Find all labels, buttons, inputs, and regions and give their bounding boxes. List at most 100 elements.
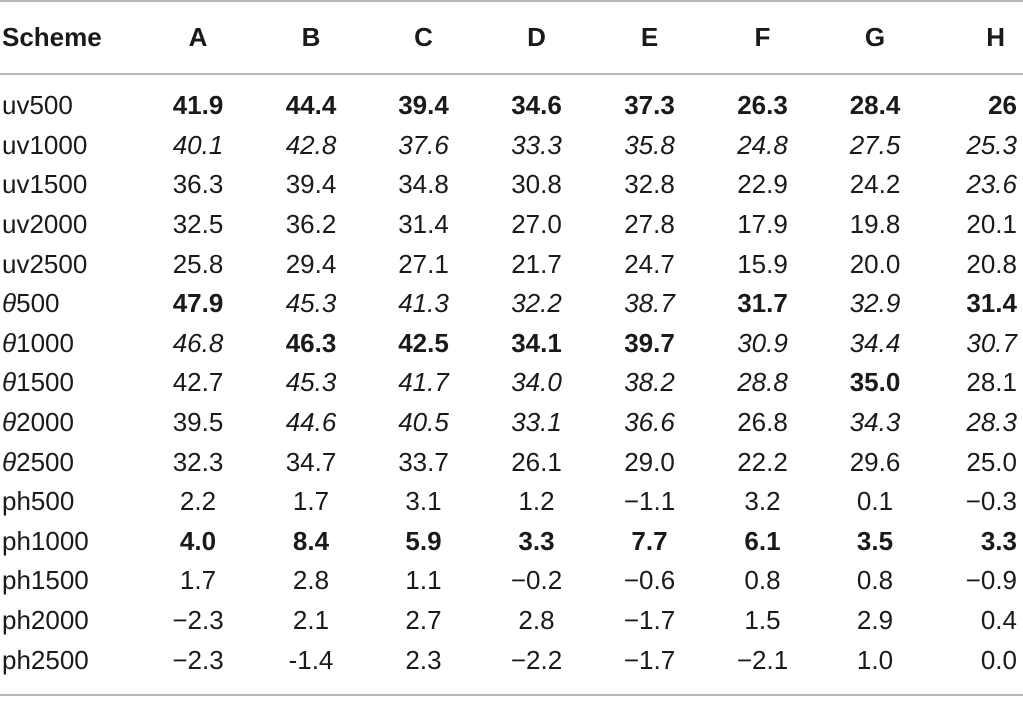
table-cell: 41.3 — [398, 288, 449, 319]
table-cell: 39.4 — [285, 169, 337, 200]
row-label: θ500 — [2, 288, 60, 319]
table-cell: 3.3 — [518, 525, 555, 556]
table-cell: 42.8 — [285, 129, 337, 160]
table-cell: 34.7 — [285, 446, 337, 477]
table-cell: 41.7 — [398, 367, 449, 398]
table-cell: 1.7 — [292, 486, 330, 517]
header-cell-a: A — [188, 21, 208, 52]
table-cell: 2.1 — [292, 605, 330, 636]
table-cell: −2.1 — [736, 644, 789, 675]
table-cell: 35.8 — [624, 129, 675, 160]
table-cell: 2.2 — [179, 486, 217, 517]
table-cell: 34.0 — [511, 367, 562, 398]
table-cell: 45.3 — [285, 288, 337, 319]
table-cell: −0.9 — [965, 565, 1017, 596]
table-cell: -1.4 — [288, 644, 334, 675]
table-cell: 17.9 — [737, 209, 788, 240]
table-cell: 34.1 — [511, 327, 562, 358]
row-label: ph2500 — [2, 644, 89, 675]
table-cell: 19.8 — [849, 209, 901, 240]
row-label: ph1500 — [2, 565, 89, 596]
table-cell: 27.5 — [849, 129, 901, 160]
table-cell: 2.9 — [856, 605, 894, 636]
table-row: θ2500 32.3 34.7 33.7 26.1 29.0 22.2 29.6 25.0 — [0, 442, 1023, 482]
table-cell: −1.7 — [623, 605, 676, 636]
table-row: ph1000 4.0 8.4 5.9 3.3 7.7 6.1 3.5 3.3 — [0, 522, 1023, 562]
table-row: ph2000 −2.3 2.1 2.7 2.8 −1.7 1.5 2.9 0.4 — [0, 601, 1023, 641]
table-cell: 2.8 — [292, 565, 330, 596]
row-label: uv1500 — [2, 169, 88, 200]
table-cell: −0.2 — [510, 565, 563, 596]
header-cell-d: D — [527, 21, 546, 52]
table-cell: 20.0 — [849, 248, 901, 279]
table-cell: 25.8 — [172, 248, 224, 279]
table-cell: 39.7 — [624, 327, 675, 358]
table-cell: 26.8 — [737, 407, 788, 438]
table-cell: 34.6 — [511, 90, 562, 121]
header-cell-b: B — [301, 21, 321, 52]
row-label: ph2000 — [2, 605, 89, 636]
table-cell: 28.8 — [737, 367, 788, 398]
table-header: Scheme A B C D E F G H — [0, 0, 1023, 74]
table-cell: 36.2 — [285, 209, 337, 240]
row-label: ph500 — [2, 486, 75, 517]
table-cell: 33.3 — [511, 129, 562, 160]
table-cell: 5.9 — [405, 525, 442, 556]
table-cell: 30.7 — [966, 327, 1017, 358]
table-cell: 46.3 — [285, 327, 337, 358]
table-cell: 32.5 — [172, 209, 224, 240]
table-cell: 47.9 — [172, 288, 224, 319]
table-cell: 31.4 — [966, 288, 1017, 319]
table-cell: 36.6 — [624, 407, 675, 438]
table-cell: 0.8 — [744, 565, 781, 596]
table-cell: 23.6 — [966, 169, 1017, 200]
table-cell: 24.7 — [624, 248, 675, 279]
table-cell: 24.8 — [737, 129, 788, 160]
table-row: uv2000 32.5 36.2 31.4 27.0 27.8 17.9 19.8 20.1 — [0, 205, 1023, 245]
table-cell: 37.3 — [624, 90, 675, 121]
table-cell: 29.4 — [285, 248, 337, 279]
table-cell: 28.3 — [966, 407, 1017, 438]
table-top-rule — [0, 0, 1023, 2]
results-table: Scheme A B C D E F G H uv500 41.9 44.4 39.4 34.6 37.3… — [0, 0, 1023, 680]
header-row: Scheme A B C D E F G H — [0, 0, 1023, 74]
table-row: θ500 47.9 45.3 41.3 32.2 38.7 31.7 32.9 31.4 — [0, 284, 1023, 324]
table-cell: 34.4 — [849, 327, 901, 358]
table-cell: 39.5 — [172, 407, 224, 438]
table-row: ph500 2.2 1.7 3.1 1.2 −1.1 3.2 0.1 −0.3 — [0, 482, 1023, 522]
table-cell: 2.7 — [405, 605, 442, 636]
row-label: θ2000 — [2, 407, 74, 438]
table-cell: 46.8 — [172, 327, 224, 358]
table-cell: 8.4 — [292, 525, 330, 556]
header-cell-e: E — [640, 21, 659, 52]
table-cell: 45.3 — [285, 367, 337, 398]
table-cell: 44.6 — [285, 407, 337, 438]
table-cell: 40.1 — [172, 129, 224, 160]
row-label: θ1500 — [2, 367, 74, 398]
table-cell: 22.2 — [737, 446, 788, 477]
table-cell: 1.5 — [744, 605, 781, 636]
row-label: ph1000 — [2, 525, 89, 556]
header-cell-scheme: Scheme — [2, 21, 102, 52]
table-cell: 35.0 — [849, 367, 901, 398]
row-label: uv2500 — [2, 248, 88, 279]
table-cell: 27.1 — [398, 248, 449, 279]
header-cell-g: G — [864, 21, 886, 52]
table-cell: 41.9 — [172, 90, 224, 121]
table-cell: 33.1 — [511, 407, 562, 438]
table-cell: 1.0 — [856, 644, 894, 675]
table-body: uv500 41.9 44.4 39.4 34.6 37.3 26.3 28.4 26 uv100… — [0, 74, 1023, 680]
table-cell: 29.6 — [849, 446, 901, 477]
table-cell: 26.3 — [737, 90, 788, 121]
header-cell-f: F — [754, 21, 771, 52]
table-cell: −0.6 — [623, 565, 676, 596]
table-cell: 28.4 — [849, 90, 901, 121]
table-row: ph2500 −2.3 -1.4 2.3 −2.2 −1.7 −2.1 1.0 0.0 — [0, 640, 1023, 680]
row-label: uv2000 — [2, 209, 88, 240]
table-cell: 38.7 — [624, 288, 675, 319]
table-row: ph1500 1.7 2.8 1.1 −0.2 −0.6 0.8 0.8 −0.9 — [0, 561, 1023, 601]
table-cell: 32.3 — [172, 446, 224, 477]
table-cell: 20.8 — [966, 248, 1017, 279]
table-cell: −0.3 — [965, 486, 1017, 517]
table-cell: 31.4 — [398, 209, 449, 240]
